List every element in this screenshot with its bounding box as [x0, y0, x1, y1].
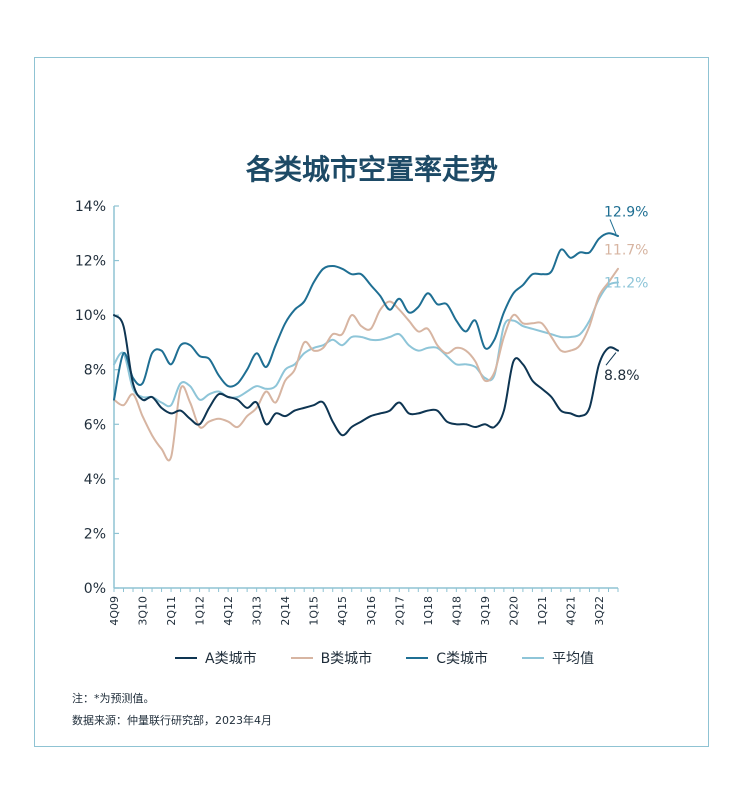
x-tick: 1Q12 — [194, 596, 207, 626]
legend: A类城市 B类城市 C类城市 平均值 — [175, 648, 594, 668]
x-tick: 3Q13 — [251, 596, 264, 626]
x-tick: 2Q11 — [165, 596, 178, 626]
x-tick: 4Q21 — [564, 596, 577, 626]
y-tick-label: 12% — [75, 254, 106, 270]
x-tick: 4Q09 — [108, 596, 121, 626]
legend-swatch-b — [290, 657, 313, 659]
end-label-avg: 11.2% — [604, 275, 648, 291]
axes: 14% 12% 10% 8% 6% 4% 2% 0%4Q09 3Q10 2Q11 1Q12 4Q12 3… — [75, 199, 619, 626]
leader-line-a — [605, 352, 617, 366]
x-tick-label: 1Q15 — [308, 596, 321, 626]
x-tick: 2Q20 — [507, 596, 520, 626]
x-tick: 4Q18 — [450, 596, 463, 626]
x-tick: 3Q22 — [593, 596, 606, 626]
x-tick-label: 2Q17 — [393, 596, 406, 626]
series-line-a — [113, 314, 619, 437]
x-tick-label: 3Q22 — [593, 596, 606, 626]
x-tick: 1Q18 — [422, 596, 435, 626]
x-tick-label: 1Q12 — [194, 596, 207, 626]
legend-item-c: C类城市 — [406, 648, 488, 668]
legend-item-b: B类城市 — [290, 648, 373, 668]
series-line-c — [113, 232, 619, 401]
leader-line-c — [609, 219, 617, 235]
x-tick: 4Q12 — [222, 596, 235, 626]
x-tick: 4Q15 — [336, 596, 349, 626]
x-tick: 1Q15 — [308, 596, 321, 626]
legend-swatch-avg — [521, 657, 544, 659]
footnote: 注：*为预测值。 — [72, 692, 155, 705]
y-tick-label: 14% — [75, 199, 106, 215]
x-tick: 3Q16 — [365, 596, 378, 626]
y-tick-label: 0% — [84, 581, 106, 597]
chart-frame — [34, 57, 709, 747]
legend-label-c: C类城市 — [436, 651, 488, 667]
legend-item-avg: 平均值 — [521, 648, 594, 668]
data-source: 数据来源：仲量联行研究部，2023年4月 — [72, 714, 272, 727]
x-tick: 3Q19 — [479, 596, 492, 626]
x-tick-label: 2Q14 — [279, 596, 292, 626]
legend-swatch-a — [175, 657, 197, 659]
end-label-a: 8.8% — [604, 368, 640, 384]
legend-item-a: A类城市 — [175, 648, 257, 668]
x-tick-label: 4Q18 — [450, 596, 463, 626]
y-tick-label: 4% — [84, 472, 106, 488]
x-tick-label: 1Q18 — [422, 596, 435, 626]
y-tick-label: 8% — [84, 363, 106, 379]
legend-label-a: A类城市 — [205, 651, 257, 667]
x-tick: 2Q14 — [279, 596, 292, 626]
end-labels: 12.9% 11.7% 11.2% 8.8% — [604, 204, 648, 384]
series-line-avg — [113, 281, 619, 408]
series-lines — [113, 232, 619, 462]
x-tick-label: 3Q19 — [479, 596, 492, 626]
x-tick-label: 4Q21 — [564, 596, 577, 626]
x-tick-label: 2Q20 — [507, 596, 520, 626]
x-tick-label: 3Q16 — [365, 596, 378, 626]
x-tick-label: 3Q10 — [137, 596, 150, 626]
x-tick-label: 4Q12 — [222, 596, 235, 626]
chart-title: 各类城市空置率走势 — [245, 153, 498, 186]
legend-swatch-c — [406, 657, 429, 659]
x-tick: 3Q10 — [137, 596, 150, 626]
x-tick: 2Q17 — [393, 596, 406, 626]
series-line-b — [113, 267, 619, 462]
x-tick-label: 2Q11 — [165, 596, 178, 626]
x-tick-label: 4Q09 — [108, 596, 121, 626]
x-tick-label: 4Q15 — [336, 596, 349, 626]
legend-label-b: B类城市 — [320, 651, 373, 667]
y-tick-label: 6% — [84, 417, 106, 433]
legend-label-avg: 平均值 — [551, 651, 594, 667]
end-label-b: 11.7% — [604, 243, 648, 259]
end-label-c: 12.9% — [604, 204, 648, 220]
x-tick: 1Q21 — [536, 596, 549, 626]
x-tick-label: 1Q21 — [536, 596, 549, 626]
y-tick-label: 2% — [84, 526, 106, 542]
y-tick-label: 10% — [75, 308, 106, 324]
x-tick-label: 3Q13 — [251, 596, 264, 626]
